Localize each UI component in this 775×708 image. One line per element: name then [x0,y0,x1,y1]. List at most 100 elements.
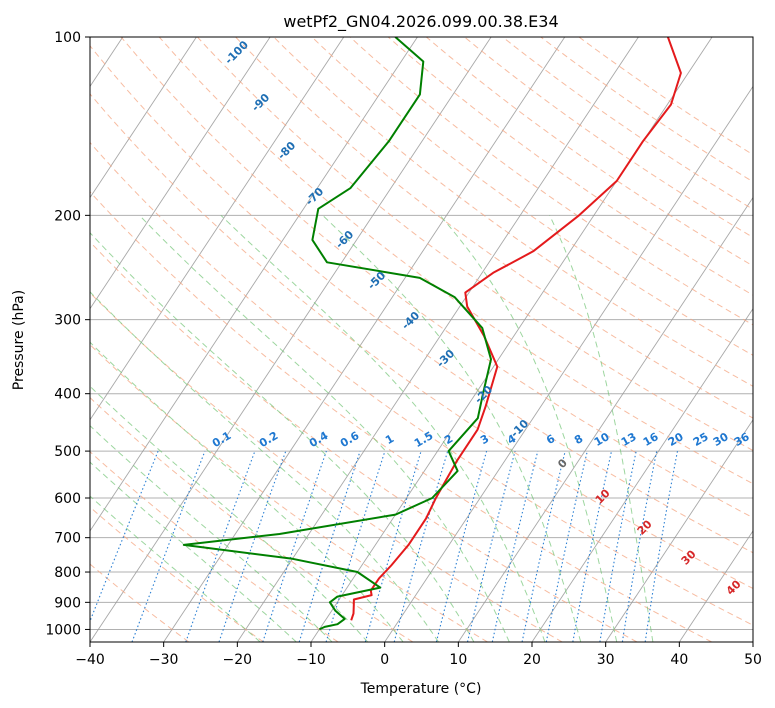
moist-adiabat-line [322,214,582,642]
dry-adiabat-line [387,37,753,296]
dry-adiabat-line [90,93,753,590]
moist-adiabat-line [90,425,333,642]
chart-series [182,37,682,631]
potential-temperature-label: -90 [249,91,272,114]
moist-adiabat-line [90,291,439,642]
x-tick-label: −30 [149,652,179,668]
mixing-ratio-line [218,450,287,642]
dry-adiabat-line [425,37,753,267]
y-tick-label: 1000 [45,622,81,638]
mixing-ratio-line [644,450,679,642]
mixing-ratio-label: 36 [732,430,752,449]
mixing-ratio-line [521,450,566,642]
mixing-ratio-label: 6 [544,432,557,447]
dry-adiabat-line [464,37,753,238]
x-tick-label: −10 [296,652,326,668]
isotherm-line [678,530,753,642]
dry-adiabat-line [349,37,753,326]
dry-adiabat-line [90,563,190,642]
mixing-ratio-line [185,450,256,642]
potential-temperature-label: 40 [724,577,744,597]
dry-adiabat-line [578,37,753,156]
mixing-ratio-label: 25 [691,430,711,449]
dry-adiabat-line [273,37,753,387]
dry-adiabat-line [90,396,414,642]
mixing-ratio-line [491,450,539,642]
moist-adiabat-line [90,495,261,642]
dry-adiabat-line [502,37,753,210]
dry-adiabat-line [311,37,753,356]
potential-temperature-label: -30 [434,347,457,370]
x-tick-label: 30 [597,652,615,668]
isotherm-line [531,307,753,642]
mixing-ratio-label: 8 [572,432,585,447]
moist-adiabat-line [90,232,475,642]
dry-adiabat-line [235,37,753,419]
x-tick-label: 10 [449,652,467,668]
dry-adiabat-line [90,191,712,642]
mixing-ratio-label: 16 [641,430,661,449]
moist-adiabat-line [90,341,404,642]
mixing-ratio-line [545,450,588,642]
isotherm-line [90,37,418,532]
y-tick-label: 600 [54,491,81,507]
dry-adiabat-line [90,45,753,554]
y-tick-label: 800 [54,565,81,581]
mixing-ratio-line [572,450,613,642]
plot-frame [89,36,754,643]
potential-temperature-label: -100 [222,38,251,67]
mixing-ratio-label: 0.6 [338,429,362,450]
potential-temperature-label: 0 [555,456,570,471]
isotherm-line [384,85,753,642]
temperature-profile-line [350,37,682,621]
y-tick-label: 200 [54,208,81,224]
mixing-ratio-label: 1 [383,432,396,447]
x-axis-label: Temperature (°C) [360,681,482,697]
dewpoint-profile-line [182,37,492,631]
mixing-ratio-line [298,450,361,642]
dry-adiabat-line [197,37,753,452]
mixing-ratio-line [466,450,516,642]
mixing-ratio-label: 30 [711,430,731,449]
moist-adiabat-line [549,215,654,642]
mixing-ratio-line [131,450,206,642]
dry-adiabat-line [158,37,753,485]
x-tick-label: 50 [744,652,762,668]
isotherm-line [163,37,566,642]
isotherm-line [90,37,492,642]
mixing-ratio-label: 1.5 [412,429,435,450]
x-tick-label: 0 [380,652,389,668]
y-axis: 1000 900 800 700 600 500 400 300 200 100 [45,30,90,638]
moist-adiabat-line [220,214,546,642]
moist-adiabat-line [439,214,618,642]
mixing-ratio-line [435,450,488,642]
y-tick-label: 700 [54,531,81,547]
mixing-ratio-line [325,450,386,642]
y-tick-label: 500 [54,444,81,460]
y-tick-label: 300 [54,313,81,329]
dry-adiabat-line [90,241,638,642]
y-tick-label: 100 [54,30,81,46]
chart-title: wetPf2_GN04.2026.099.00.38.E34 [283,12,558,32]
y-tick-label: 400 [54,387,81,403]
mixing-ratio-label: 3 [478,432,491,447]
moist-adiabat-line [90,461,297,642]
potential-temperature-label: 10 [593,486,613,506]
mixing-ratio-label: 0.4 [307,429,331,450]
moist-adiabat-line [139,214,510,642]
isotherm-line [90,37,345,421]
chart-grid [90,37,753,642]
mixing-ratio-line [599,450,637,642]
x-tick-label: −40 [75,652,105,668]
x-tick-label: −20 [223,652,253,668]
mixing-ratio-label: 0.2 [257,429,280,450]
x-tick-label: 20 [523,652,541,668]
isotherm-line [752,641,753,642]
isotherm-line [605,418,753,642]
dry-adiabat-line [90,141,753,626]
dry-adiabat-line [120,37,753,519]
isotherm-line [310,37,713,642]
mixing-ratio-label: 10 [592,430,612,449]
dry-adiabat-line [90,451,339,642]
